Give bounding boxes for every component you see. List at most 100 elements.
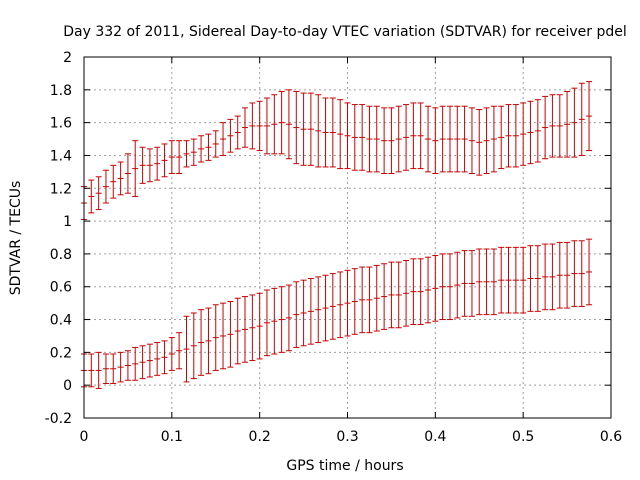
data-point [461,105,468,173]
data-point [110,353,117,385]
data-point [102,169,109,204]
data-point [220,302,227,370]
data-point [278,286,285,353]
y-tick-label: 0.8 [50,247,72,263]
data-point [168,140,175,175]
data-point [447,253,454,321]
data-point [344,102,351,170]
y-axis-label: SDTVAR / TECUs [8,181,24,296]
data-point [117,161,124,196]
data-point [505,246,512,314]
data-point [439,105,446,173]
data-point [373,264,380,332]
data-point [512,104,519,168]
data-point [315,94,322,168]
data-point [403,104,410,171]
series-layer [81,81,593,389]
data-point [139,345,146,380]
data-point [300,92,307,166]
data-point [425,256,432,324]
data-point [124,153,131,194]
y-tick-label: 1.6 [50,116,72,132]
data-point [366,266,373,334]
data-point [205,307,212,375]
data-point [534,99,541,163]
data-point [315,276,322,344]
data-point [564,241,571,309]
y-tick-label: 0.2 [50,345,72,361]
data-point [520,246,527,314]
data-point [227,300,234,368]
data-point [417,258,424,325]
data-point [520,102,527,166]
data-point [586,238,593,306]
data-point [476,248,483,316]
data-point [454,105,461,173]
data-point [212,130,219,158]
x-tick-label: 0.3 [336,429,358,445]
data-point [351,268,358,335]
data-point [425,105,432,173]
data-point [578,82,585,156]
data-point [300,279,307,347]
data-point [483,248,490,316]
data-point [490,105,497,173]
data-point [220,122,227,156]
data-point [263,97,270,155]
data-point [168,337,175,371]
data-point [586,81,593,152]
data-point [527,100,534,165]
series-lower [81,238,593,389]
data-point [329,97,336,168]
y-tick-label: 1.4 [50,148,72,164]
data-point [132,140,139,197]
data-point [527,245,534,312]
data-point [190,312,197,380]
data-point [176,140,183,175]
data-point [198,309,205,376]
data-point [234,115,241,150]
data-point [564,90,571,158]
data-point [322,97,329,168]
data-point [241,107,248,148]
y-tick-labels: -0.2 0 0.2 0.4 0.6 0.8 1 1.2 1.4 1.6 1.8 2 [45,50,72,427]
y-tick-label: 0.6 [50,280,72,296]
data-point [285,89,292,160]
data-point [190,138,197,166]
data-point [154,146,161,181]
data-point [110,164,117,199]
data-point [205,133,212,161]
y-tick-label: 1.8 [50,83,72,99]
data-point [154,342,161,376]
data-point [285,284,292,352]
x-tick-label: 0 [80,429,89,445]
data-point [307,278,314,345]
data-point [124,350,131,381]
y-tick-label: 0 [63,378,72,394]
data-point [256,100,263,152]
y-tick-label: 0.4 [50,313,72,329]
data-point [351,104,358,171]
data-point [542,243,549,311]
data-point [498,246,505,314]
data-point [278,90,285,155]
data-point [132,346,139,381]
data-point [534,245,541,312]
data-point [337,99,344,170]
data-point [381,107,388,175]
data-point [234,297,241,365]
data-point [432,255,439,322]
x-tick-label: 0.1 [161,429,183,445]
data-point [490,248,497,316]
data-point [249,102,256,150]
data-point [139,146,146,184]
data-point [183,140,190,168]
data-point [578,240,585,307]
data-point [176,332,183,370]
data-point [395,261,402,329]
data-point [556,241,563,309]
data-point [102,353,109,385]
x-tick-label: 0.2 [249,429,271,445]
x-tick-labels: 0 0.1 0.2 0.3 0.4 0.5 0.6 [80,429,623,445]
